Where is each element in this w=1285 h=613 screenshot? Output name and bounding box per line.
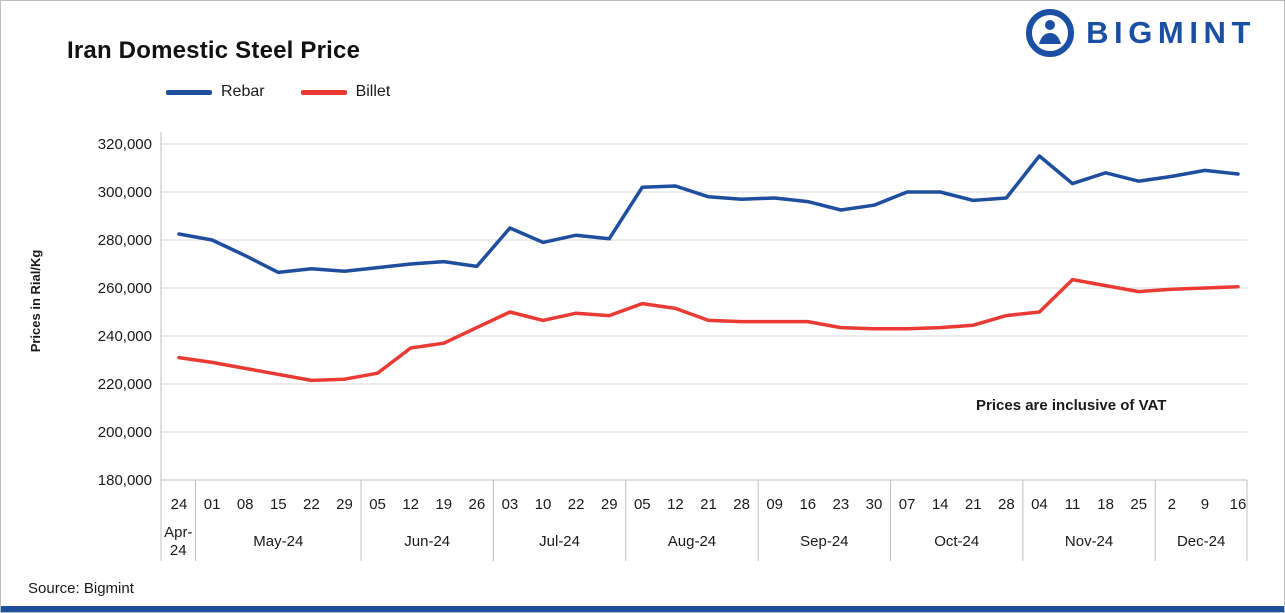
x-tick-label: 10: [535, 496, 552, 513]
x-tick-label: 15: [270, 496, 287, 513]
x-tick-label: 09: [766, 496, 783, 513]
y-tick-label: 280,000: [98, 232, 152, 249]
x-tick-label: 24: [171, 496, 188, 513]
vat-note: Prices are inclusive of VAT: [976, 397, 1167, 414]
y-axis-title: Prices in Rial/Kg: [28, 249, 43, 353]
x-tick-label: 29: [601, 496, 618, 513]
x-tick-label: 29: [336, 496, 353, 513]
x-tick-label: 9: [1201, 496, 1209, 513]
x-tick-label: 12: [667, 496, 684, 513]
source-note: Source: Bigmint: [28, 580, 134, 597]
y-tick-label: 220,000: [98, 376, 152, 393]
month-label: Apr-24: [164, 524, 192, 559]
x-tick-label: 04: [1031, 496, 1048, 513]
legend-item-billet: Billet: [300, 83, 391, 101]
x-tick-label: 18: [1097, 496, 1114, 513]
legend-label-billet: Billet: [355, 83, 391, 100]
y-tick-label: 180,000: [98, 472, 152, 489]
x-tick-label: 26: [469, 496, 486, 513]
x-tick-label: 07: [899, 496, 916, 513]
x-tick-label: 30: [866, 496, 883, 513]
month-label: Dec-24: [1177, 533, 1225, 550]
legend-item-rebar: Rebar: [166, 83, 265, 101]
series-line-rebar: [177, 154, 1240, 275]
x-tick-label: 01: [204, 496, 221, 513]
y-tick-label: 320,000: [98, 136, 152, 153]
page-title: Iran Domestic Steel Price: [67, 37, 361, 64]
chart-legend: Rebar Billet: [166, 83, 390, 101]
month-label: Jul-24: [539, 533, 580, 550]
month-label: Oct-24: [934, 533, 979, 550]
x-tick-label: 16: [1230, 496, 1247, 513]
brand-logo: BIGMINT: [1026, 9, 1256, 57]
footer-accent-bar: [1, 606, 1284, 612]
x-tick-label: 21: [700, 496, 717, 513]
x-tick-label: 08: [237, 496, 254, 513]
month-label: Aug-24: [668, 533, 716, 550]
x-tick-label: 25: [1130, 496, 1147, 513]
x-tick-label: 22: [568, 496, 585, 513]
x-tick-label: 14: [932, 496, 949, 513]
legend-label-rebar: Rebar: [221, 83, 265, 100]
x-tick-label: 21: [965, 496, 982, 513]
x-tick-label: 22: [303, 496, 320, 513]
rebar-line-swatch: [166, 89, 212, 95]
x-tick-label: 19: [435, 496, 452, 513]
x-tick-label: 05: [634, 496, 651, 513]
month-label: May-24: [253, 533, 303, 550]
x-tick-label: 23: [833, 496, 850, 513]
x-tick-label: 2: [1168, 496, 1176, 513]
x-tick-label: 16: [799, 496, 816, 513]
x-tick-label: 05: [369, 496, 386, 513]
brand-wordmark: BIGMINT: [1086, 15, 1256, 50]
billet-line-swatch: [300, 89, 347, 95]
bigmint-icon: [1026, 9, 1075, 57]
x-tick-label: 12: [402, 496, 419, 513]
y-tick-label: 200,000: [98, 424, 152, 441]
month-label: Sep-24: [800, 533, 848, 550]
month-label: Jun-24: [404, 533, 450, 550]
y-tick-label: 300,000: [98, 184, 152, 201]
x-tick-label: 28: [998, 496, 1015, 513]
month-label: Nov-24: [1065, 533, 1113, 550]
x-tick-label: 28: [733, 496, 750, 513]
x-tick-label: 11: [1065, 496, 1081, 513]
x-tick-label: 03: [502, 496, 519, 513]
series-line-billet: [177, 277, 1240, 383]
y-tick-label: 260,000: [98, 280, 152, 297]
y-tick-label: 240,000: [98, 328, 152, 345]
